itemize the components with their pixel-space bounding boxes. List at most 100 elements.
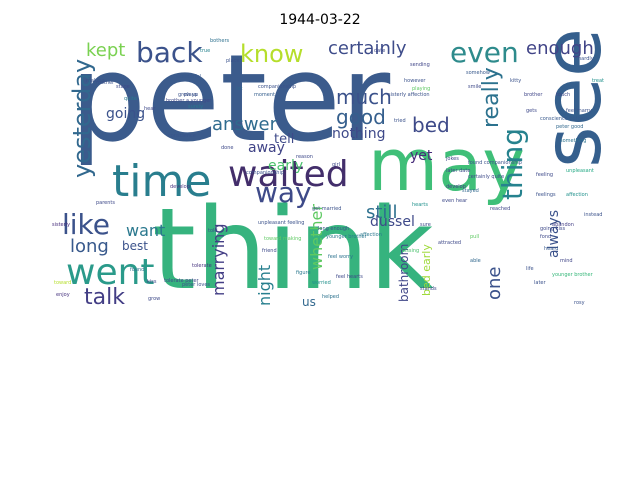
word-tell: tell [274,132,294,147]
word-see: see [526,28,619,168]
word-bothers: bothers [210,38,229,44]
word-playing: playing [412,86,430,92]
word-even-hear: even hear [442,198,468,204]
word-conscience: conscience [168,133,196,139]
word-went: went [66,252,155,293]
word-conscience-bothers: conscience bothers [540,116,589,122]
word-kept: kept [86,40,125,61]
word-develop: develop [170,184,190,190]
word-cloud-background [80,36,600,306]
word-fond: fond [540,234,551,240]
word-companionship: companionship [258,84,296,90]
word-sisterly: sisterly [52,222,70,228]
word-done: done [221,145,233,151]
word-enough: enough [526,38,594,59]
word-hearts: hearts [412,202,428,208]
word-heard: heard [544,246,558,252]
word-companionship: companionship [246,170,284,176]
word-going-kiss: going kiss [540,226,565,232]
word-younger-brother: younger brother [552,272,594,278]
word-time: time [112,156,211,207]
word-lot: lot [236,86,242,92]
word-peter: peter [70,30,391,169]
word-hardly: hardly [578,56,594,62]
word-touch: touch [556,92,570,98]
word-feel-marry: feel marry [566,108,592,114]
word-hear: hear [144,106,156,112]
word-nothing: nothing [332,126,385,142]
word-found-companionship: found companionship [468,160,522,166]
word-early: early [268,158,303,174]
word-dussel: dussel [370,214,415,230]
word-somehow: somehow [466,70,490,76]
word-waited: waited [228,154,349,195]
word-jokes: jokes [445,156,459,162]
chart-title: 1944-03-22 [279,12,361,28]
word-marrying: marrying [209,224,228,296]
word-answer: answer [212,114,278,135]
word-best: best [122,239,148,253]
word-stayed: stayed [462,188,479,194]
word-grew-up: grew up [178,92,198,98]
word-think: think [152,185,434,315]
word-yesterday: yesterday [68,59,96,178]
word-one: one [484,267,505,301]
word-quite: quite [124,96,137,102]
word-stands: stands [420,286,437,292]
word-pull: pull [470,234,479,240]
word-certainly: certainly [328,38,407,59]
word-reached: reached [490,206,510,212]
word-bed: bed [412,113,450,137]
word-tolerate-peter: tolerate peter [164,278,200,284]
word-wonderful: wonderful [176,74,201,80]
word-making: making [86,78,105,84]
word-girl: girl [332,162,340,168]
word-later-date: later date [446,168,470,174]
word-affection: affection [360,232,382,238]
word-toward-making: toward making [264,236,301,242]
word-mind: mind [560,258,573,264]
word-true: true [200,48,210,54]
word-always: always [546,210,562,258]
word-later: later [534,280,546,286]
word-unpleasant: unpleasant [566,168,594,174]
word-good: good [336,105,386,129]
word-long-enough: long enough [318,226,349,232]
word-us: us [302,295,316,309]
word-toward: toward [54,280,71,286]
word-talk: talk [84,285,125,310]
word-yet: yet [410,148,433,164]
word-worried: worried [312,280,331,286]
word-unpleasant-feeling: unpleasant feeling [258,220,304,226]
word-tolerate: tolerate [192,263,212,269]
word-friend: friend [262,248,277,254]
word-told: told [208,228,218,234]
word-sisterly-affection: sisterly affection [388,92,430,98]
word-abandon: abandon [552,222,574,228]
word-way: way [255,176,312,209]
word-really: really [479,67,504,128]
word-feel-worry: feel worry [328,254,353,260]
word-grow: grow [148,296,160,302]
word-smile: smile [468,84,481,90]
word-long: long [70,236,109,257]
word-bathroom: bathroom [397,244,411,302]
word-peter-loves: peter loves [182,282,210,288]
word-going: going [106,106,145,122]
word-figure: figure [296,270,311,276]
word-date: date [374,48,385,54]
word-stage: stage [116,84,130,90]
word-peter-good: peter good [556,124,583,130]
word-helped: helped [322,294,339,300]
word-parents: parents [96,200,115,206]
word-know: know [240,40,303,68]
word-treat: treat [592,78,604,84]
word-surely: surely [188,104,203,110]
word-certainly-quite: certainly quite [468,174,504,180]
word-enjoy: enjoy [56,292,70,298]
word-away: away [248,140,285,156]
word-moment: moment [254,92,275,98]
word-even: even [450,36,519,69]
word-able: able [470,258,481,264]
